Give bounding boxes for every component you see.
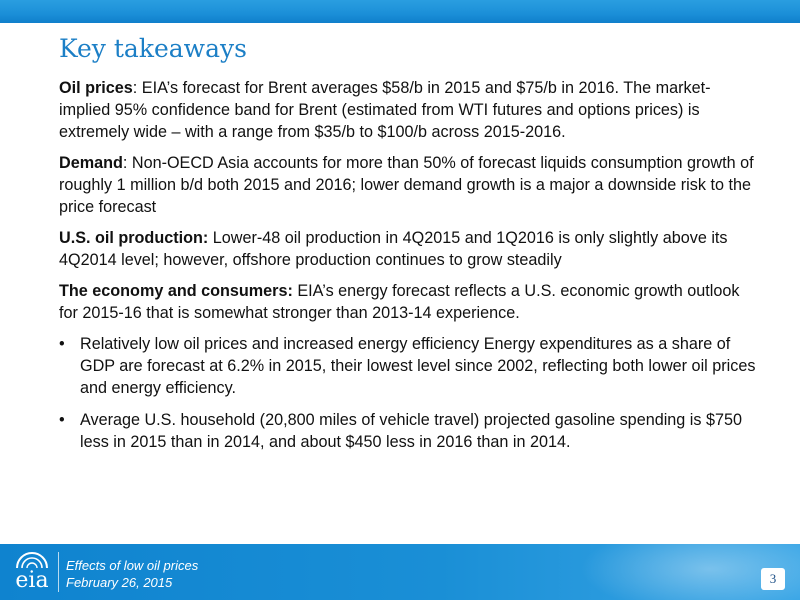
paragraph-separator: : <box>122 154 132 172</box>
footer-caption: Effects of low oil prices February 26, 2… <box>66 557 198 591</box>
footer-bar: eia Effects of low oil prices February 2… <box>0 544 800 600</box>
logo-arc-icon <box>16 552 48 569</box>
paragraph-economy-consumers: The economy and consumers: EIA’s energy … <box>59 280 759 324</box>
bullet-icon: • <box>59 411 65 429</box>
eia-logo: eia <box>8 548 56 596</box>
slide-title: Key takeaways <box>59 34 247 63</box>
paragraph-text: Lower-48 oil production in 4Q2015 and 1Q… <box>59 229 728 269</box>
paragraph-separator: : <box>132 79 142 97</box>
presentation-date: February 26, 2015 <box>66 575 173 590</box>
list-item: • Average U.S. household (20,800 miles o… <box>59 409 759 453</box>
bullet-text: Average U.S. household (20,800 miles of … <box>80 411 742 451</box>
paragraph-heading: The economy and consumers: <box>59 282 293 300</box>
paragraph-us-oil-production: U.S. oil production: Lower-48 oil produc… <box>59 227 759 271</box>
bullet-list: • Relatively low oil prices and increase… <box>59 333 759 453</box>
logo-text: eia <box>15 568 49 593</box>
bullet-text: Relatively low oil prices and increased … <box>80 335 756 397</box>
top-bar <box>0 0 800 23</box>
paragraph-demand: Demand: Non-OECD Asia accounts for more … <box>59 152 759 218</box>
footer-divider <box>58 552 59 592</box>
paragraph-text: EIA’s forecast for Brent averages $58/b … <box>59 79 711 141</box>
presentation-title: Effects of low oil prices <box>66 558 199 573</box>
paragraph-heading: Demand <box>59 154 123 172</box>
list-item: • Relatively low oil prices and increase… <box>59 333 759 399</box>
page-number: 3 <box>761 568 785 590</box>
bullet-icon: • <box>59 335 65 353</box>
paragraph-heading: U.S. oil production: <box>59 229 209 247</box>
paragraph-text: EIA’s energy forecast reflects a U.S. ec… <box>59 282 740 322</box>
paragraph-text: Non-OECD Asia accounts for more than 50%… <box>59 154 754 216</box>
paragraph-oil-prices: Oil prices: EIA’s forecast for Brent ave… <box>59 77 759 143</box>
paragraph-heading: Oil prices <box>59 79 133 97</box>
slide-body: Oil prices: EIA’s forecast for Brent ave… <box>59 77 759 463</box>
